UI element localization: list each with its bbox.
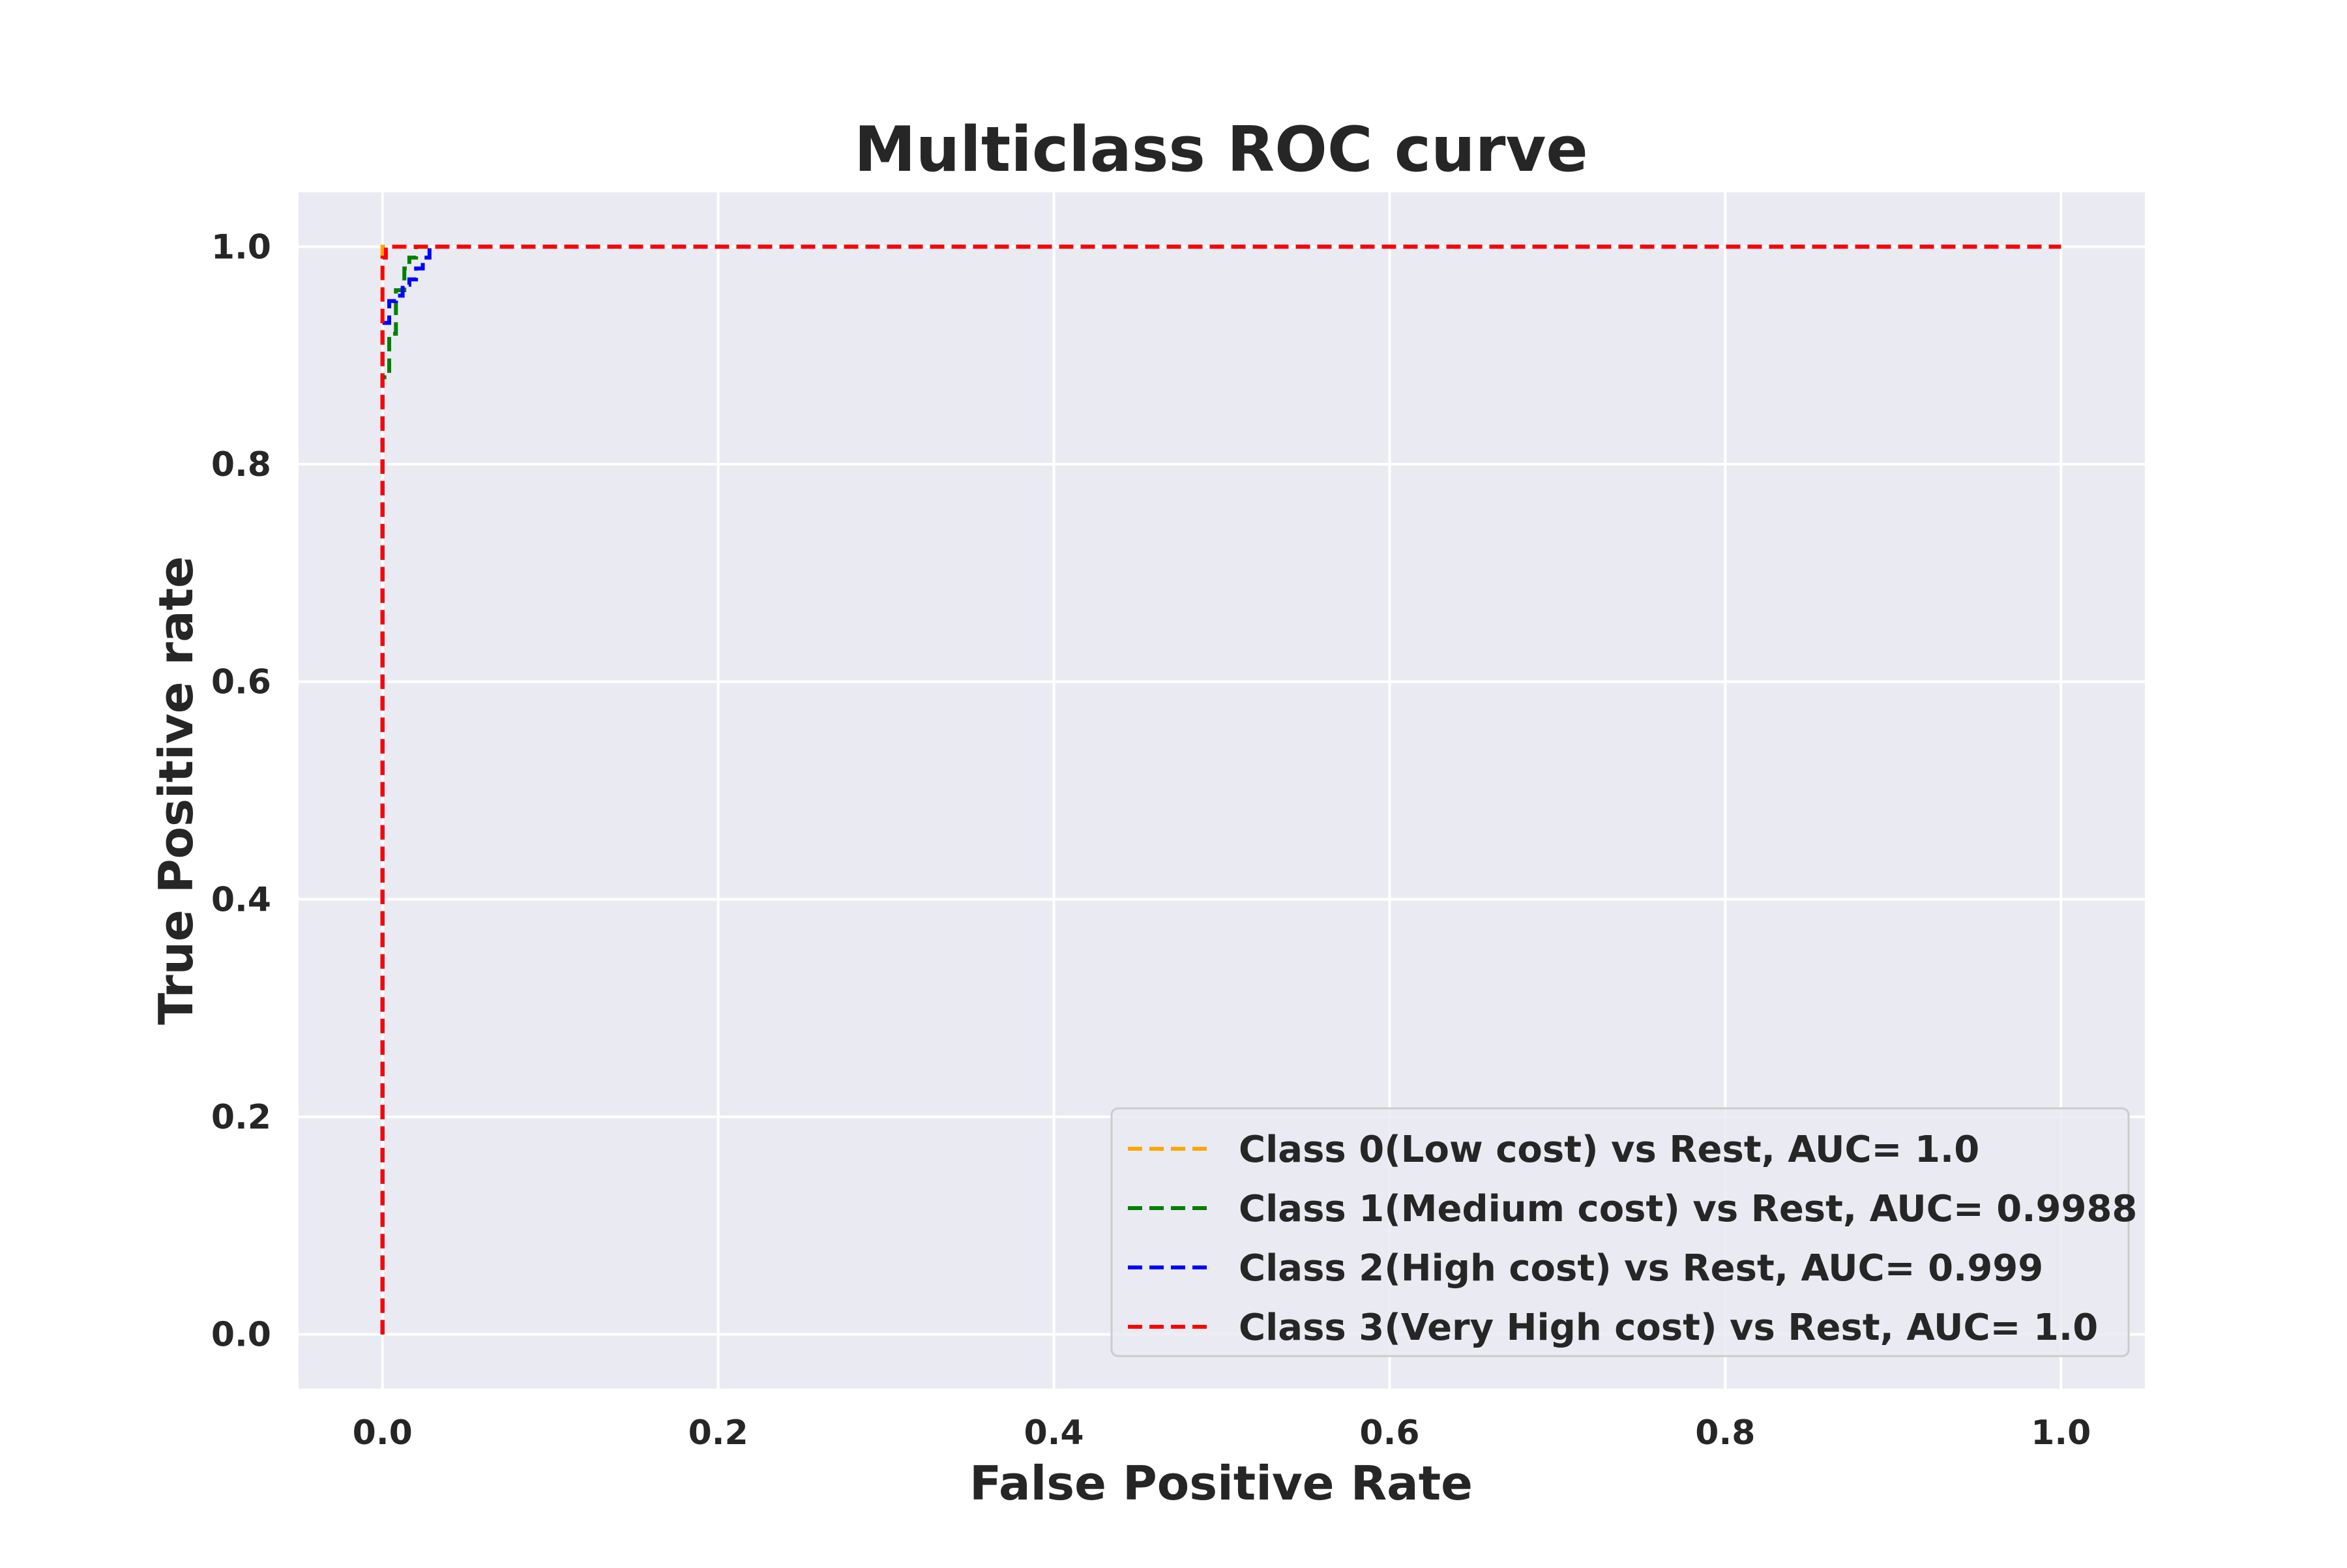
y-tick-label: 0.6 (211, 663, 271, 702)
legend-label: Class 2(High cost) vs Rest, AUC= 0.999 (1239, 1247, 2043, 1290)
legend-box (1110, 1107, 2130, 1357)
y-axis-label: True Positive rate (149, 556, 203, 1025)
y-tick-label: 0.8 (211, 445, 271, 484)
x-tick-label: 0.0 (353, 1413, 413, 1453)
x-tick-label: 0.2 (688, 1413, 748, 1453)
x-axis-label: False Positive Rate (969, 1456, 1473, 1511)
y-tick-label: 0.2 (211, 1098, 271, 1137)
legend-label: Class 3(Very High cost) vs Rest, AUC= 1.… (1239, 1307, 2098, 1349)
y-tick-label: 0.4 (211, 880, 271, 919)
series-lines (380, 244, 2061, 1335)
y-tick-label: 1.0 (211, 228, 271, 267)
legend-label: Class 0(Low cost) vs Rest, AUC= 1.0 (1239, 1129, 1979, 1171)
x-tick-label: 0.4 (1024, 1413, 1084, 1453)
y-tick-label: 0.0 (211, 1316, 271, 1355)
x-tick-label: 1.0 (2031, 1413, 2091, 1453)
legend-label: Class 1(Medium cost) vs Rest, AUC= 0.998… (1239, 1188, 2137, 1230)
x-tick-label: 0.8 (1695, 1413, 1755, 1453)
legend: Class 0(Low cost) vs Rest, AUC= 1.0 Class… (1110, 1107, 2137, 1357)
series-line-class-3 (380, 244, 2061, 1335)
tick-labels: 0.0 0.2 0.4 0.6 0.8 1.0 0.0 0.2 0.4 0.6 0.8 1.0 (211, 228, 2091, 1453)
series-line-class-2 (380, 244, 2061, 1335)
chart-title: Multiclass ROC curve (854, 114, 1588, 186)
x-tick-label: 0.6 (1359, 1413, 1419, 1453)
